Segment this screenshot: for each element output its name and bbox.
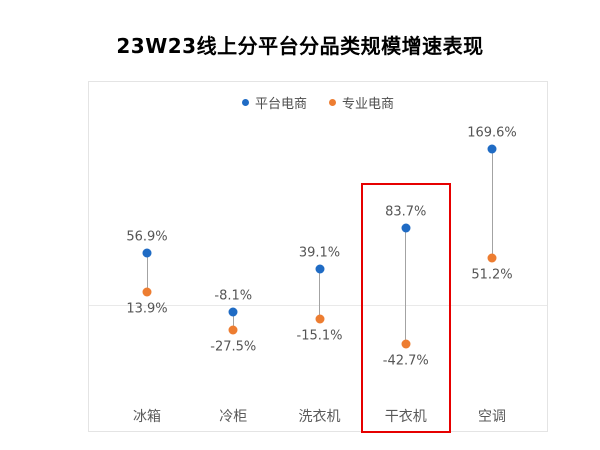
data-point-platform[interactable] [487, 144, 497, 154]
data-point-platform[interactable] [228, 307, 238, 317]
data-label-professional: -27.5% [210, 339, 257, 355]
category-label: 空调 [478, 409, 506, 425]
data-point-professional[interactable] [142, 287, 152, 297]
connector-line [146, 252, 148, 293]
legend-item-0[interactable]: 平台电商 [241, 93, 307, 112]
data-label-platform: 83.7% [385, 204, 427, 220]
legend-label: 专业电商 [342, 97, 395, 112]
data-label-platform: 39.1% [298, 245, 341, 261]
connector-line [491, 148, 493, 258]
data-point-professional[interactable] [487, 253, 497, 263]
data-label-platform: 169.6% [467, 125, 517, 141]
zero-axis-line [89, 305, 547, 306]
data-point-platform[interactable] [401, 223, 411, 233]
connector-line [405, 227, 407, 345]
data-point-professional[interactable] [228, 325, 238, 335]
legend-label: 平台电商 [254, 97, 307, 112]
category-label: 洗衣机 [298, 409, 341, 425]
legend-item-1[interactable]: 专业电商 [329, 93, 394, 112]
data-point-professional[interactable] [401, 339, 411, 349]
data-point-platform[interactable] [315, 264, 324, 274]
data-label-professional: -15.1% [296, 328, 343, 344]
category-label: 冷柜 [219, 409, 248, 425]
legend: 平台电商 专业电商 [89, 93, 547, 112]
data-label-professional: -42.7% [382, 353, 429, 369]
connector-line [232, 312, 234, 331]
data-label-professional: 51.2% [471, 267, 513, 283]
connector-line [319, 269, 320, 319]
data-label-platform: 56.9% [126, 229, 168, 245]
legend-dot-icon [329, 99, 336, 106]
data-point-professional[interactable] [315, 314, 324, 324]
plot-area: 56.9% 13.9% 冰箱 -8.1% -27.5% 冷柜 39.1% -15.1% 洗衣机 8… [89, 82, 547, 433]
category-label: 冰箱 [133, 409, 161, 425]
chart-title: 23W23线上分平台分品类规模增速表现 [116, 34, 484, 58]
data-label-professional: 13.9% [126, 301, 168, 317]
chart-container: 平台电商 专业电商 56.9% 13.9% 冰箱 -8.1% -27.5% 冷柜 39.1% -… [88, 81, 548, 433]
data-point-platform[interactable] [142, 248, 152, 258]
data-label-platform: -8.1% [214, 288, 253, 304]
legend-dot-icon [241, 99, 249, 106]
category-label: 干衣机 [384, 409, 427, 425]
